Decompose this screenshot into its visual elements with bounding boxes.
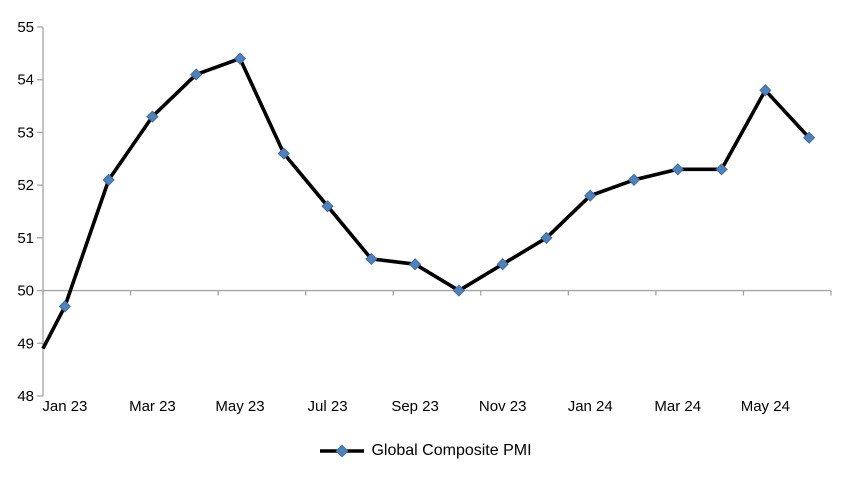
data-point-marker [365, 252, 378, 266]
data-point-marker [759, 84, 772, 97]
y-axis-label: 53 [17, 124, 34, 141]
data-point-marker [102, 173, 115, 186]
x-axis-label: Nov 23 [479, 398, 527, 415]
series-markers [58, 52, 816, 313]
x-axis [42, 289, 832, 296]
x-axis-label: May 24 [741, 398, 790, 415]
x-axis-label: Jul 23 [308, 398, 348, 415]
data-point-marker [540, 231, 553, 244]
data-point-marker [58, 300, 71, 313]
legend-diamond-icon [335, 444, 349, 458]
chart-legend: Global Composite PMI [0, 442, 852, 460]
data-point-marker [190, 68, 203, 81]
y-axis-label: 51 [17, 230, 34, 247]
data-point-marker [452, 284, 465, 297]
data-point-marker [233, 52, 247, 65]
legend-series-label: Global Composite PMI [371, 442, 532, 459]
data-point-marker [277, 147, 290, 160]
x-axis-label: Mar 23 [129, 398, 176, 415]
legend-series-icon [320, 444, 365, 458]
x-axis-label: Mar 24 [654, 398, 701, 415]
y-axis-label: 48 [17, 388, 34, 405]
data-point-marker [715, 163, 728, 176]
data-point-marker [409, 258, 422, 271]
pmi-series-line [41, 56, 811, 350]
x-axis-label: Jan 24 [568, 398, 613, 415]
x-axis-labels: Jan 23 Mar 23 May 23 Jul 23 Sep 23 Nov 23 Jan … [42, 398, 790, 415]
data-point-marker [146, 110, 159, 123]
x-axis-label: May 23 [215, 398, 264, 415]
data-point-marker [496, 258, 509, 271]
data-point-marker [321, 200, 334, 213]
data-point-marker [803, 131, 816, 144]
data-point-marker [627, 173, 641, 186]
data-point-marker [671, 163, 684, 176]
data-point-marker [584, 189, 597, 202]
x-axis-label: Jan 23 [42, 398, 87, 415]
x-axis-label: Sep 23 [391, 398, 439, 415]
y-axis-label: 49 [17, 335, 34, 352]
y-axis-label: 54 [17, 72, 34, 89]
y-axis-label: 52 [17, 177, 34, 194]
y-axis-label: 55 [17, 19, 34, 36]
y-axis: 55 54 53 52 51 50 49 48 [17, 19, 44, 405]
y-axis-label: 50 [17, 283, 34, 300]
